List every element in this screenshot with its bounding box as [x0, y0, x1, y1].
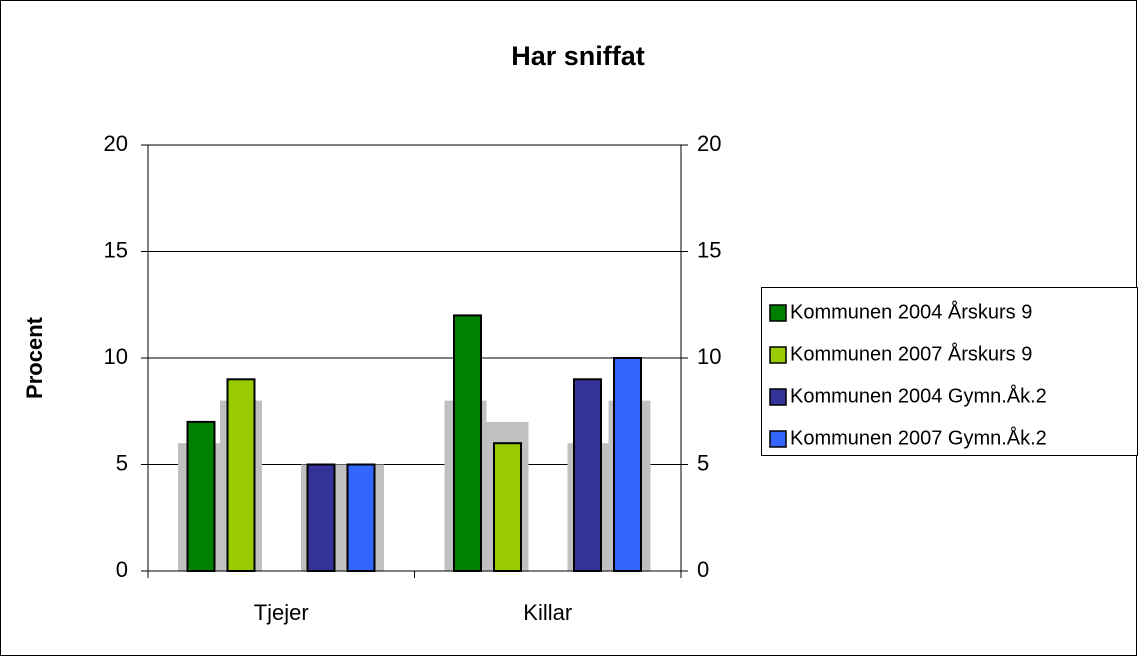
y2-tick-label: 0 — [697, 557, 709, 582]
x-tick-label: Tjejer — [254, 600, 309, 625]
legend-label: Kommunen 2007 Gymn.Åk.2 — [790, 426, 1047, 449]
bar — [493, 442, 522, 573]
y-tick-label: 10 — [104, 344, 128, 369]
legend-label: Kommunen 2007 Årskurs 9 — [790, 342, 1032, 365]
legend — [761, 287, 1138, 456]
y2-tick-label: 10 — [697, 344, 721, 369]
bar — [453, 314, 482, 572]
legend-swatch — [769, 388, 787, 406]
legend-label: Kommunen 2004 Årskurs 9 — [790, 300, 1032, 323]
bar — [613, 357, 642, 572]
y-tick-label: 20 — [104, 131, 128, 156]
legend-swatch — [769, 304, 787, 322]
y-axis-label: Procent — [22, 316, 47, 399]
bar — [306, 463, 336, 572]
y2-tick-label: 15 — [697, 237, 721, 262]
bar — [573, 378, 602, 572]
x-tick-label: Killar — [523, 600, 572, 625]
legend-swatch — [769, 430, 787, 448]
legend-swatch — [769, 346, 787, 364]
y-tick-label: 5 — [116, 450, 128, 475]
legend-label: Kommunen 2004 Gymn.Åk.2 — [790, 384, 1047, 407]
chart-title: Har sniffat — [511, 41, 645, 71]
bar — [346, 463, 376, 572]
y-tick-label: 0 — [116, 557, 128, 582]
y2-tick-label: 5 — [697, 450, 709, 475]
bar — [226, 378, 256, 572]
y-tick-label: 15 — [104, 237, 128, 262]
y2-tick-label: 20 — [697, 131, 721, 156]
bar — [186, 420, 216, 572]
